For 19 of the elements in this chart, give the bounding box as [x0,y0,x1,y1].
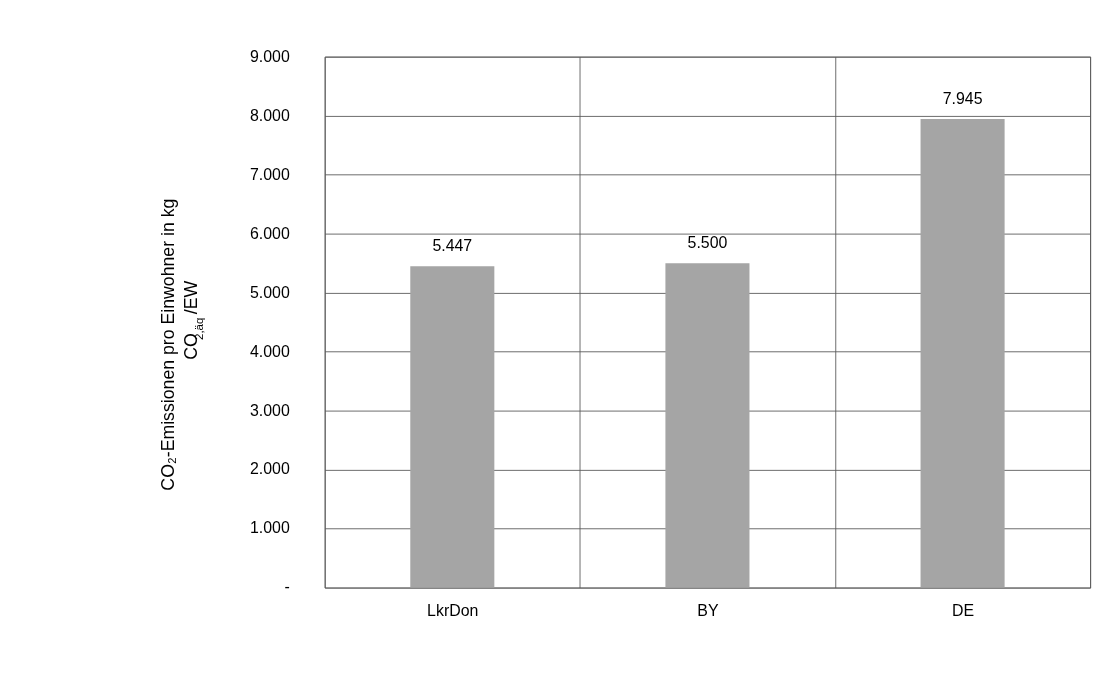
x-tick-label: BY [697,602,719,620]
data-label: 7.945 [942,89,983,107]
y-tick-label: 5.000 [249,283,290,301]
bar [665,263,750,588]
y-tick-label: 8.000 [249,106,290,124]
x-tick-label: LkrDon [427,602,479,620]
bar [920,118,1005,588]
y-tick-label: 3.000 [249,401,290,419]
y-tick-label: 9.000 [249,47,290,65]
data-label: 5.500 [687,234,728,252]
x-tick-label: DE [951,602,975,620]
y-tick-label: 4.000 [249,342,290,360]
y-tick-label: 6.000 [249,224,290,242]
y-tick-label: - [284,578,290,596]
y-tick-label: 1.000 [249,519,290,537]
y-tick-label: 2.000 [249,460,290,478]
data-label: 5.447 [432,237,473,255]
y-tick-label: 7.000 [249,165,290,183]
bar [410,266,495,588]
